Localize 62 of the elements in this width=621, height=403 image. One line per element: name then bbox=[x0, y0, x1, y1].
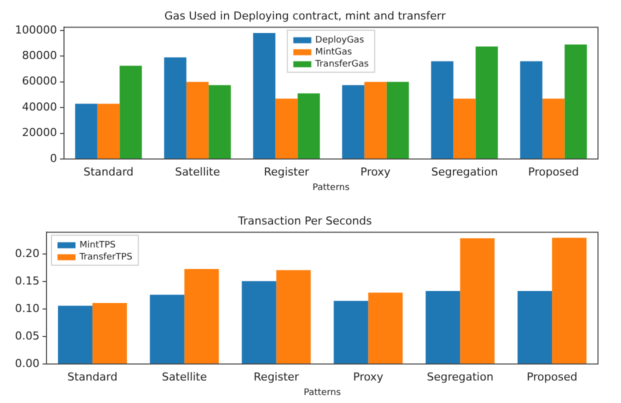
bar bbox=[184, 268, 219, 364]
x-tick-label: Register bbox=[264, 165, 310, 178]
y-tick-label: 0.00 bbox=[14, 356, 40, 370]
legend-label: TransferTPS bbox=[78, 252, 133, 263]
y-tick-label: 80000 bbox=[22, 48, 57, 62]
legend-label: DeployGas bbox=[315, 36, 364, 46]
bar bbox=[453, 98, 476, 158]
y-tick-label: 100000 bbox=[14, 23, 57, 36]
bar bbox=[92, 303, 127, 364]
y-tick-label: 0.15 bbox=[14, 274, 40, 288]
bar bbox=[342, 85, 364, 158]
x-tick-label: Standard bbox=[83, 165, 134, 178]
x-tick-label: Standard bbox=[67, 370, 118, 384]
x-tick-label: Proxy bbox=[353, 370, 384, 384]
bar bbox=[386, 82, 409, 158]
x-tick-label: Proxy bbox=[360, 165, 392, 178]
bar bbox=[186, 82, 209, 158]
x-tick-label: Proposed bbox=[528, 165, 579, 178]
x-axis-title: Patterns bbox=[304, 388, 342, 398]
bar bbox=[564, 44, 587, 158]
bar bbox=[58, 306, 92, 364]
bar bbox=[368, 292, 403, 364]
y-tick-label: 60000 bbox=[22, 74, 57, 88]
y-tick-label: 40000 bbox=[22, 100, 57, 114]
y-tick-label: 20000 bbox=[22, 126, 57, 140]
bar bbox=[460, 238, 495, 364]
y-tick-label: 0.05 bbox=[14, 329, 40, 342]
bar bbox=[275, 98, 298, 158]
legend-label: MintGas bbox=[315, 48, 352, 58]
y-tick-label: 0.20 bbox=[14, 247, 40, 260]
bar bbox=[276, 270, 311, 364]
x-tick-label: Segregation bbox=[426, 370, 494, 384]
bar bbox=[97, 104, 120, 158]
bar bbox=[476, 46, 498, 158]
bar bbox=[164, 57, 186, 158]
bar bbox=[150, 294, 184, 364]
x-axis-title: Patterns bbox=[312, 182, 350, 193]
x-tick-label: Satellite bbox=[174, 165, 220, 178]
x-tick-label: Satellite bbox=[162, 370, 208, 384]
bar bbox=[520, 61, 542, 158]
bar bbox=[426, 290, 460, 364]
bar bbox=[298, 93, 320, 158]
legend-label: TransferGas bbox=[314, 60, 369, 70]
bar bbox=[431, 61, 454, 158]
x-tick-label: Proposed bbox=[526, 370, 578, 384]
bar bbox=[208, 85, 231, 158]
chart-title: Transaction Per Seconds bbox=[237, 214, 372, 228]
bar bbox=[120, 66, 142, 158]
bar bbox=[242, 281, 276, 364]
chart-title: Gas Used in Deploying contract, mint and transferr bbox=[164, 9, 446, 22]
bar bbox=[364, 82, 387, 158]
legend-label: MintTPS bbox=[79, 240, 116, 251]
x-tick-label: Register bbox=[254, 370, 300, 384]
y-tick-label: 0.10 bbox=[14, 302, 40, 315]
bar bbox=[334, 300, 368, 364]
bar bbox=[542, 98, 565, 158]
bar bbox=[518, 290, 552, 364]
bar bbox=[75, 104, 98, 158]
bar bbox=[253, 32, 276, 158]
y-tick-label: 0 bbox=[50, 152, 57, 165]
bar bbox=[552, 238, 587, 364]
x-tick-label: Segregation bbox=[431, 165, 498, 178]
